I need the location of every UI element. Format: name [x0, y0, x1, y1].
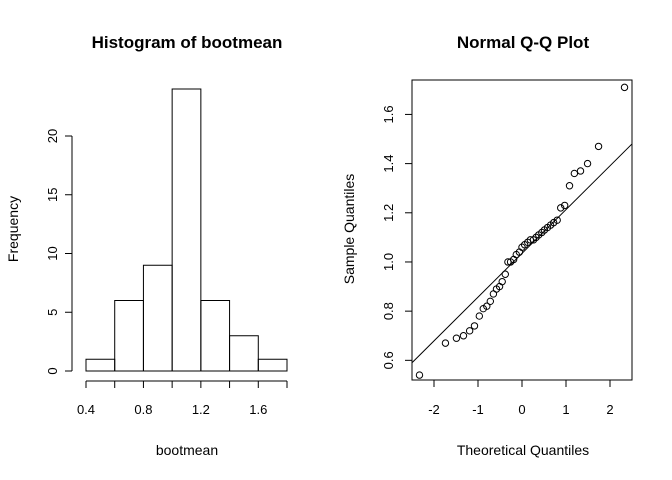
histogram-x-label: bootmean [156, 442, 218, 458]
qq-point [452, 334, 461, 342]
histogram-bar [257, 358, 288, 372]
histogram-y-axis: 0 5 10 15 20 [45, 129, 73, 375]
histogram-y-label: Frequency [5, 196, 21, 262]
histogram-x-tick-label: 0.8 [134, 402, 152, 417]
qq-x-tick-label: -1 [472, 402, 484, 417]
qq-x-axis: -2 -1 0 1 2 [428, 379, 614, 417]
qq-point [557, 204, 565, 212]
qq-x-tick-label: -2 [428, 402, 440, 417]
qq-y-tick-label: 1.2 [381, 204, 396, 222]
qq-point [470, 322, 479, 330]
histogram-x-axis: 0.4 0.8 1.2 1.6 [77, 380, 288, 417]
histogram-bar [229, 335, 259, 372]
qq-y-label: Sample Quantiles [341, 174, 357, 285]
histogram-y-tick-label: 15 [45, 188, 60, 202]
qq-title: Normal Q-Q Plot [457, 33, 590, 52]
histogram-bars [85, 88, 288, 372]
qq-point [465, 327, 474, 335]
qq-y-tick-label: 0.6 [381, 351, 396, 369]
qq-y-tick-label: 1.4 [381, 155, 396, 173]
histogram-x-tick-label: 1.6 [249, 402, 267, 417]
qq-point [529, 236, 538, 244]
qq-point [565, 182, 574, 190]
histogram-y-tick-label: 20 [45, 129, 60, 143]
qq-point [518, 243, 526, 251]
qq-point [576, 167, 585, 175]
qq-point [538, 228, 546, 237]
qq-y-tick-label: 1.6 [381, 105, 396, 123]
histogram-x-tick-label: 0.4 [77, 402, 95, 417]
qq-point [594, 142, 603, 151]
qq-x-tick-label: 1 [562, 402, 569, 417]
histogram-bar [85, 358, 116, 372]
qq-x-tick-label: 0 [518, 402, 525, 417]
qq-point [501, 270, 509, 278]
qq-point [486, 297, 495, 306]
histogram-bar [200, 300, 231, 372]
qq-point [498, 277, 506, 286]
qq-point [415, 371, 424, 379]
qq-plot-box [411, 79, 633, 381]
qq-y-axis: 0.6 0.8 1.0 1.2 1.4 1.6 [381, 105, 412, 369]
qq-point [620, 83, 629, 92]
qq-point [441, 339, 450, 347]
histogram-title: Histogram of bootmean [92, 33, 283, 52]
qq-x-label: Theoretical Quantiles [457, 442, 589, 458]
qq-point [475, 312, 484, 320]
qq-point [532, 233, 540, 242]
qq-point [459, 332, 468, 340]
histogram-y-tick-label: 10 [45, 246, 60, 260]
qq-y-tick-label: 0.8 [381, 302, 396, 320]
histogram-y-tick-label: 0 [45, 367, 60, 374]
histogram-bar [114, 300, 144, 372]
histogram-y-tick-label: 5 [45, 309, 60, 316]
qq-point [553, 216, 561, 224]
qq-point [560, 201, 569, 210]
qq-points [415, 83, 629, 379]
qq-panel: Normal Q-Q Plot -2 -1 0 1 2 0.6 0.8 1.0 1.2 1.4 1… [341, 33, 633, 458]
histogram-bar [171, 88, 202, 372]
qq-point [583, 159, 592, 168]
histogram-bar [142, 264, 173, 372]
qq-point [570, 169, 579, 178]
histogram-panel: Histogram of bootmean 0.4 0.8 1.2 1.6 0 5 10 1… [5, 33, 288, 458]
qq-y-tick-label: 1.0 [381, 253, 396, 271]
qq-x-tick-label: 2 [606, 402, 613, 417]
histogram-x-tick-label: 1.2 [192, 402, 210, 417]
qq-point [483, 302, 491, 310]
